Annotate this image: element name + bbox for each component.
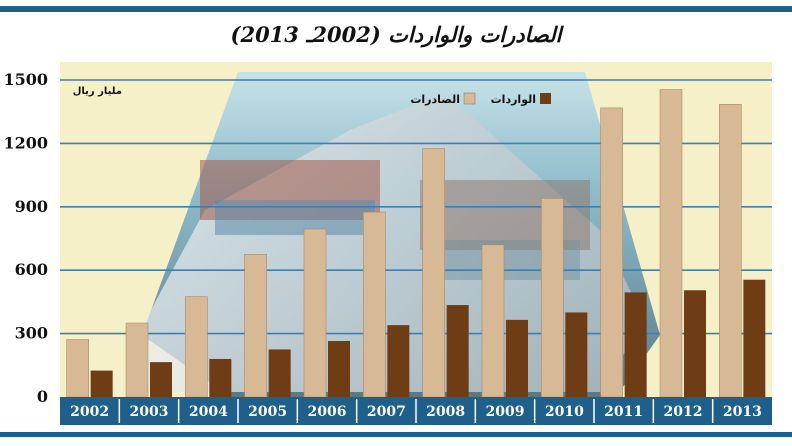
bar-imports: [446, 305, 469, 397]
bar-imports: [209, 358, 232, 397]
bar-exports: [600, 107, 623, 398]
bar-imports: [743, 279, 766, 397]
legend-swatch-imports: [540, 93, 551, 104]
top-border-bar: [0, 6, 792, 12]
bottom-border-bar: [0, 432, 792, 437]
y-tick-label: 600: [15, 260, 48, 279]
x-tick-label: 2004: [189, 404, 228, 420]
legend-label-imports: الواردات: [491, 93, 536, 106]
x-tick-label: 2006: [308, 404, 347, 420]
grid-lines: [60, 79, 772, 335]
bar-exports: [481, 244, 505, 398]
y-tick-label: 300: [15, 324, 48, 343]
bar-imports: [328, 340, 350, 397]
y-axis-ticks: 0 300 600 900 1200 1500: [3, 70, 48, 406]
bar-imports: [387, 325, 410, 397]
bar-exports: [244, 254, 267, 398]
x-tick-label: 2005: [248, 404, 287, 420]
x-tick-label: 2009: [486, 404, 525, 420]
bar-exports: [422, 148, 445, 398]
x-tick-label: 2011: [604, 404, 643, 420]
x-tick-label: 2008: [426, 404, 465, 420]
bar-imports: [506, 319, 528, 397]
legend-swatch-exports: [463, 92, 476, 105]
x-tick-label: 2003: [130, 404, 169, 420]
bar-imports: [90, 370, 113, 397]
bar-imports: [565, 312, 588, 397]
y-tick-label: 0: [37, 387, 48, 406]
bar-exports: [303, 228, 327, 398]
x-tick-label: 2012: [664, 404, 703, 420]
x-tick-label: 2007: [367, 404, 406, 420]
bar-exports: [363, 211, 386, 398]
bar-imports: [624, 292, 647, 397]
unit-label: مليار ريال: [73, 86, 122, 97]
bars-group: [66, 89, 766, 398]
bar-exports: [125, 322, 149, 398]
bar-imports: [268, 349, 291, 397]
x-tick-label: 2002: [70, 404, 109, 420]
y-tick-label: 900: [15, 197, 48, 216]
bar-imports: [684, 290, 706, 397]
bar-exports: [541, 198, 564, 398]
bar-exports: [66, 339, 89, 398]
x-tick-label: 2013: [723, 404, 762, 420]
x-tick-label: 2010: [545, 404, 584, 420]
chart-title: الصادرات والواردات (2002ـ 2013): [230, 22, 562, 47]
bar-exports: [185, 296, 208, 398]
legend: الصادرات الواردات: [410, 92, 551, 106]
x-axis-ticks: 2002 2003 2004 2005 2006 2007 2008 2009 2010 2011…: [70, 399, 762, 423]
legend-label-exports: الصادرات: [410, 93, 460, 106]
y-tick-label: 1200: [3, 133, 48, 152]
bar-imports: [150, 362, 172, 397]
y-tick-label: 1500: [3, 70, 48, 89]
bar-exports: [659, 89, 683, 398]
bar-exports: [719, 104, 742, 398]
